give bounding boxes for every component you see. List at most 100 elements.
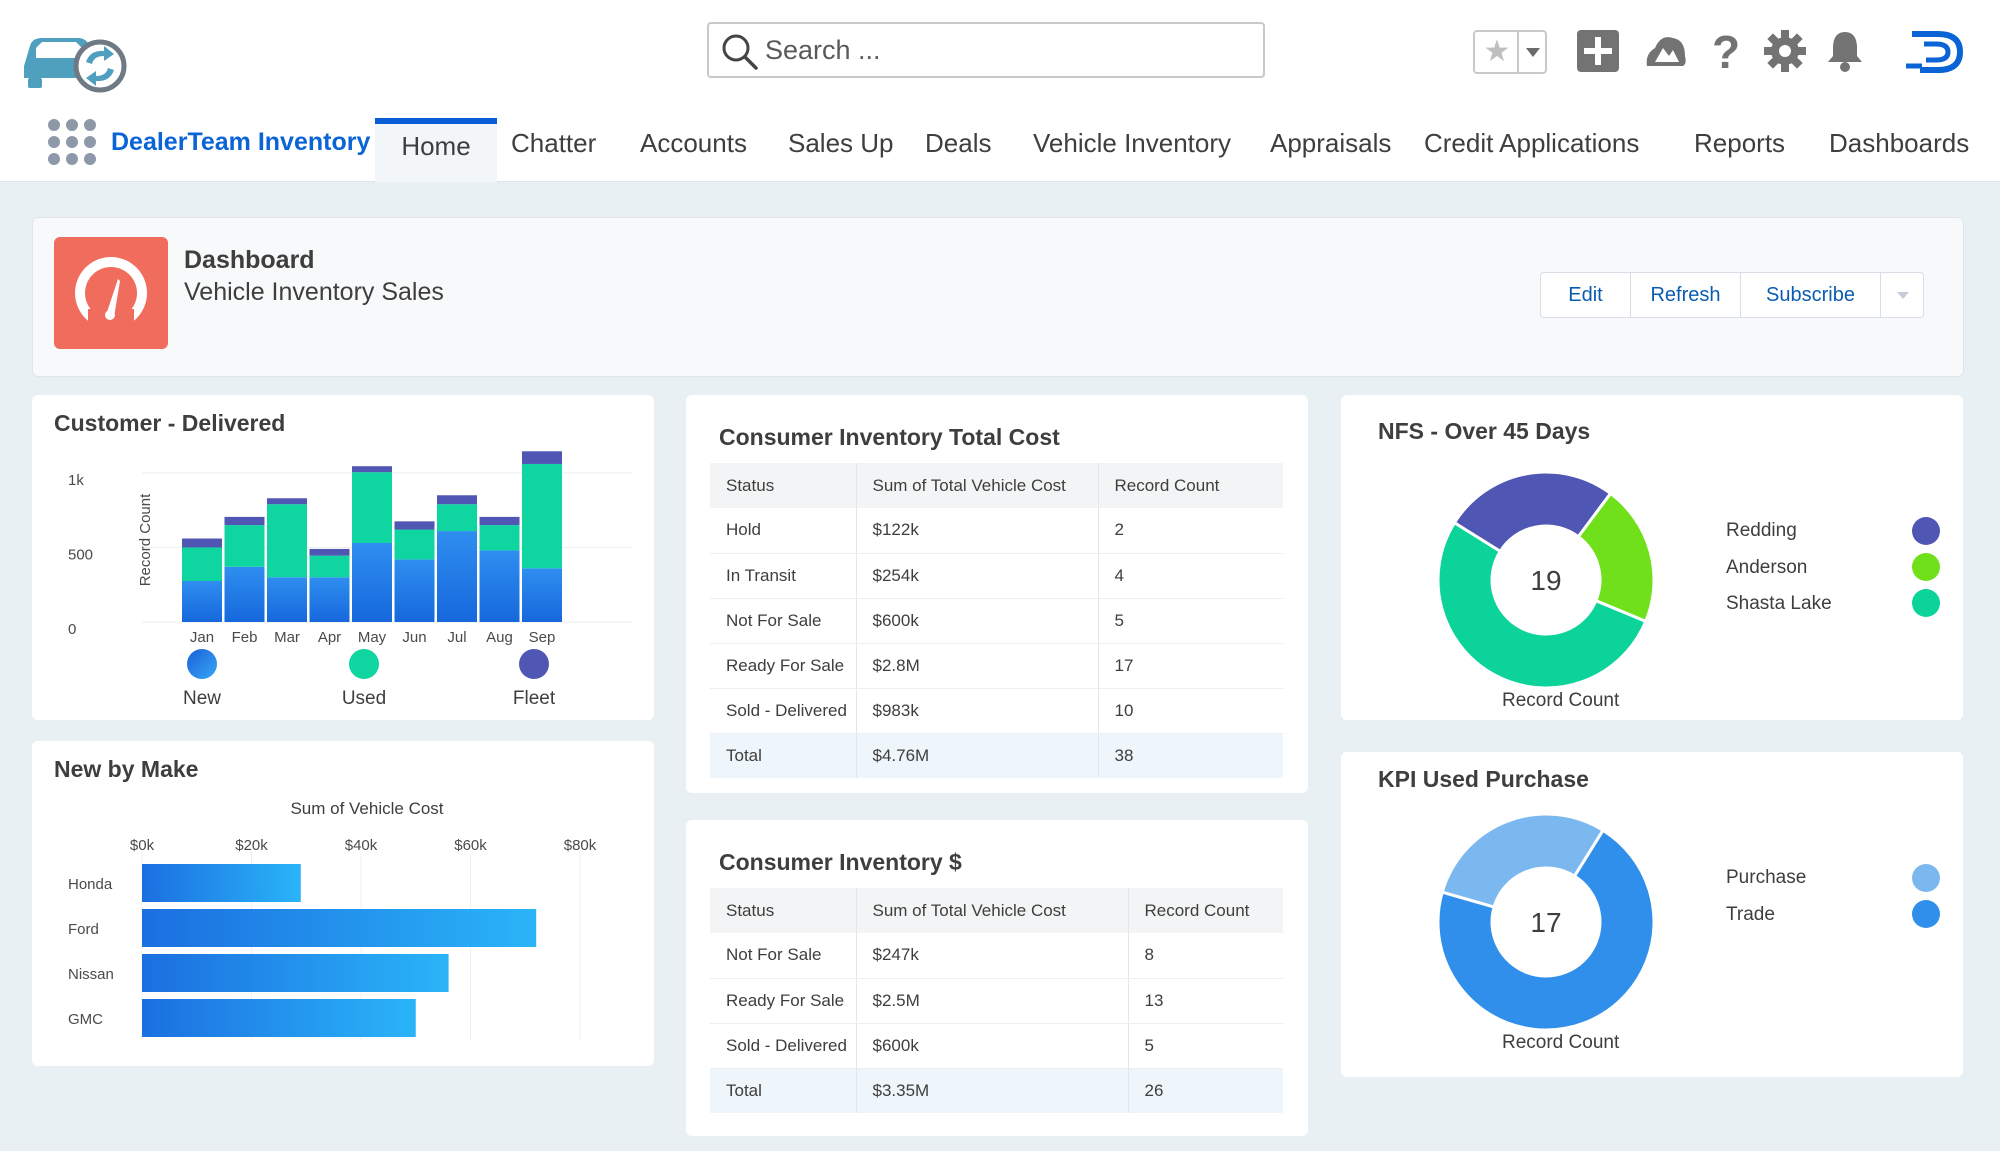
x-tick-label: Aug (486, 629, 513, 646)
tab-deals[interactable]: Deals (925, 128, 992, 158)
nfs-donut-chart[interactable]: 19 (1421, 455, 1671, 705)
kpi-donut-chart[interactable]: 17 (1421, 797, 1671, 1047)
favorites-star-icon[interactable]: ★ (1483, 35, 1511, 68)
column-header[interactable]: Sum of Total Vehicle Cost (856, 463, 1099, 508)
slice-shasta-lake[interactable] (1436, 520, 1648, 690)
table-row: Ready For Sale $2.8M 17 (710, 643, 1283, 689)
y-tick-label: Ford (68, 921, 99, 938)
tab-home[interactable]: Home (375, 118, 497, 182)
search-icon (722, 34, 758, 70)
x-tick-label: Sep (529, 629, 556, 646)
x-tick-label: $0k (130, 837, 155, 854)
tab-appraisals[interactable]: Appraisals (1270, 128, 1392, 158)
bar-new-feb (224, 566, 265, 622)
bar-used-apr (309, 555, 350, 578)
table-cell: 38 (1098, 733, 1283, 778)
tab-sales-up[interactable]: Sales Up (788, 128, 894, 158)
dealerteam-logo[interactable] (1904, 26, 1966, 76)
favorites-menu-chevron-icon[interactable] (1517, 32, 1545, 72)
table-total-row: Total $3.35M 26 (710, 1068, 1283, 1113)
table-cell: Hold (710, 508, 857, 554)
subscribe-button[interactable]: Subscribe (1741, 273, 1881, 317)
add-icon[interactable] (1575, 28, 1621, 74)
x-tick-label: Jan (190, 629, 214, 646)
table-cell: Sold - Delivered (710, 688, 857, 734)
table-cell: Ready For Sale (710, 643, 857, 689)
edit-button[interactable]: Edit (1541, 273, 1631, 317)
refresh-button[interactable]: Refresh (1631, 273, 1741, 317)
slice-redding[interactable] (1452, 470, 1613, 554)
tab-reports[interactable]: Reports (1694, 128, 1786, 158)
legend-dot-fleet[interactable] (519, 649, 549, 679)
slice-anderson[interactable] (1576, 491, 1656, 624)
new-by-make-chart[interactable]: Sum of Vehicle Cost $0k $20k $40k $60k $80k Ho… (32, 790, 654, 1060)
x-tick-label: Jun (402, 629, 426, 646)
table-cell: $983k (856, 688, 1099, 734)
table-cell: Not For Sale (710, 933, 857, 979)
table-row: Not For Sale $600k 5 (710, 598, 1283, 644)
bar-new-sep (522, 568, 562, 622)
table-cell: $600k (856, 1023, 1129, 1069)
column-header[interactable]: Status (710, 888, 857, 933)
more-actions-chevron-icon[interactable] (1881, 273, 1923, 317)
legend-dot-new[interactable] (187, 649, 217, 679)
bar-fleet-mar (267, 498, 307, 505)
bar-new-apr (309, 577, 350, 622)
column-header[interactable]: Status (710, 463, 857, 508)
table-cell: 17 (1098, 643, 1283, 689)
bar-used-jun (394, 529, 435, 560)
tab-vehicle-inventory[interactable]: Vehicle Inventory (1033, 128, 1232, 158)
customer-delivered-title: Customer - Delivered (54, 410, 286, 436)
x-tick-label: $80k (564, 837, 597, 854)
tab-dashboards[interactable]: Dashboards (1829, 128, 1970, 158)
bar-fleet-jun (394, 521, 435, 530)
column-header[interactable]: Record Count (1098, 463, 1283, 508)
inventory-dollars-table: Status Sum of Total Vehicle Cost Record … (710, 888, 1283, 1113)
favorites-button[interactable]: ★ (1473, 30, 1547, 74)
tab-credit-applications[interactable]: Credit Applications (1424, 128, 1640, 158)
dashboard-gauge-icon (54, 237, 168, 349)
legend-dot-redding[interactable] (1912, 517, 1940, 545)
column-header[interactable]: Record Count (1128, 888, 1283, 933)
slice-trade[interactable] (1436, 828, 1656, 1032)
trailhead-icon[interactable] (1643, 28, 1689, 74)
setup-gear-icon[interactable] (1762, 28, 1808, 74)
y-tick-label: Nissan (68, 966, 114, 983)
table-cell: 5 (1098, 598, 1283, 644)
legend-dot-trade[interactable] (1912, 900, 1940, 928)
bar-used-jul (437, 504, 477, 532)
tab-chatter[interactable]: Chatter (511, 128, 597, 158)
customer-delivered-chart[interactable]: 0 500 1k Record Count Jan Feb Mar Apr May Jun Jul A… (32, 440, 654, 720)
column-header[interactable]: Sum of Total Vehicle Cost (856, 888, 1129, 933)
table-row: Not For Sale $247k 8 (710, 933, 1283, 979)
tab-accounts[interactable]: Accounts (640, 128, 747, 158)
y-tick-label: Honda (68, 876, 113, 893)
bar-fleet-jan (182, 538, 222, 548)
table-cell: Sold - Delivered (710, 1023, 857, 1069)
bar-new-aug (479, 550, 520, 622)
svg-text:?: ? (1712, 28, 1740, 74)
table-cell: 5 (1128, 1023, 1283, 1069)
x-tick-label: Jul (447, 629, 466, 646)
table-row: Ready For Sale $2.5M 13 (710, 978, 1283, 1024)
bar-fleet-jul (437, 495, 477, 505)
kpi-used-purchase-title: KPI Used Purchase (1378, 766, 1589, 792)
global-search[interactable] (707, 22, 1265, 78)
table-row: Sold - Delivered $983k 10 (710, 688, 1283, 734)
help-icon[interactable]: ? (1703, 28, 1749, 74)
dashboard-actions: Edit Refresh Subscribe (1540, 272, 1924, 318)
legend-dot-shasta-lake[interactable] (1912, 589, 1940, 617)
kpi-footer-label: Record Count (1502, 1032, 1620, 1053)
slice-purchase[interactable] (1440, 812, 1606, 909)
legend-dot-used[interactable] (349, 649, 379, 679)
x-tick-label: Mar (274, 629, 300, 646)
notifications-bell-icon[interactable] (1822, 28, 1868, 74)
y-tick-label: GMC (68, 1011, 103, 1028)
y-tick-label: 0 (68, 621, 76, 638)
search-input[interactable] (765, 30, 1245, 70)
legend-dot-anderson[interactable] (1912, 553, 1940, 581)
legend-dot-purchase[interactable] (1912, 864, 1940, 892)
app-launcher-waffle-icon[interactable] (46, 117, 98, 167)
bar-used-feb (224, 525, 265, 567)
bar-fleet-sep (522, 451, 562, 464)
